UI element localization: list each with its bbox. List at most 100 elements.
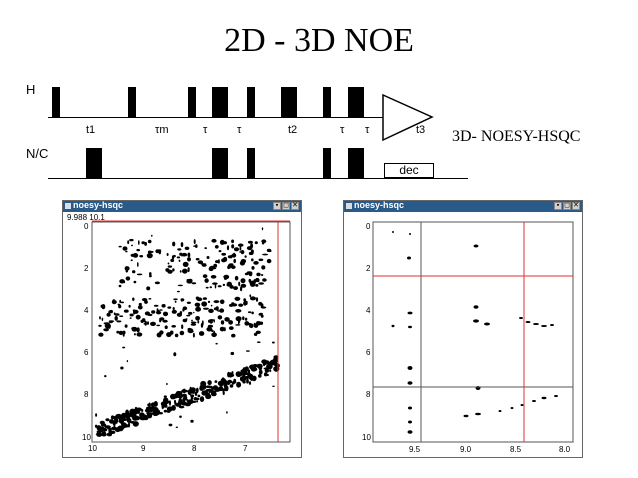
peak (201, 301, 208, 307)
delay-label: τm (155, 124, 169, 136)
peak (99, 316, 101, 320)
peak (224, 317, 230, 322)
maximize-icon[interactable]: ◻ (282, 202, 290, 210)
peak (231, 239, 235, 244)
y-tick-label: 8 (366, 390, 371, 399)
maximize-icon[interactable]: ◻ (563, 202, 571, 210)
peak (228, 263, 233, 268)
peak (256, 272, 261, 277)
peak (187, 399, 194, 405)
close-icon[interactable]: ✕ (291, 202, 299, 210)
minimize-icon[interactable]: ▪ (273, 202, 281, 210)
x-tick-label: 8.5 (510, 445, 522, 454)
peak (172, 307, 175, 310)
peak (161, 403, 165, 410)
peak (197, 305, 200, 310)
peak (229, 285, 234, 289)
window-titlebar[interactable]: noesy-hsqc ▪ ◻ ✕ (63, 200, 301, 212)
window-menu-icon[interactable] (346, 203, 352, 209)
peak (168, 423, 173, 427)
peak (150, 402, 156, 408)
peak (407, 311, 413, 315)
peak (231, 253, 237, 258)
peak (179, 252, 183, 256)
peak (231, 244, 235, 249)
peak (251, 266, 255, 270)
peak (197, 394, 201, 398)
peak (212, 267, 217, 270)
peak (101, 427, 108, 432)
peak (251, 311, 254, 315)
peak (181, 254, 183, 257)
peak (253, 279, 257, 284)
peak (98, 324, 102, 327)
peak (231, 302, 235, 305)
peak (525, 321, 531, 323)
peak (167, 265, 173, 268)
peak (195, 316, 201, 321)
peak (222, 391, 225, 395)
peak (249, 366, 256, 370)
delay-label: τ (203, 124, 208, 136)
h-pulse (348, 87, 364, 117)
peak (244, 255, 247, 258)
peak (148, 402, 151, 408)
peak (202, 274, 208, 278)
peak (121, 412, 127, 418)
peak (204, 247, 207, 250)
peak (151, 234, 153, 237)
peak (129, 238, 134, 242)
peak (125, 409, 129, 416)
peak (129, 421, 136, 424)
window-menu-icon[interactable] (65, 203, 71, 209)
peak (136, 332, 143, 337)
peak (123, 309, 129, 313)
peak (207, 380, 212, 386)
peak (263, 372, 268, 377)
peak (214, 387, 221, 392)
peak (266, 248, 272, 252)
peak (550, 324, 554, 326)
close-icon[interactable]: ✕ (572, 202, 580, 210)
right-plot-frame (372, 221, 574, 443)
peak (172, 268, 175, 272)
peak (214, 245, 219, 249)
peak (173, 352, 177, 357)
peak (219, 308, 225, 313)
delay-label: τ (237, 124, 242, 136)
peak (407, 256, 411, 260)
peak (191, 319, 193, 322)
y-tick-label: 4 (84, 306, 89, 315)
peak (106, 432, 113, 437)
peak (197, 320, 200, 324)
peak (223, 327, 226, 332)
window-titlebar[interactable]: noesy-hsqc ▪ ◻ ✕ (344, 200, 582, 212)
peak (112, 299, 116, 305)
peak (408, 325, 412, 329)
peak (104, 425, 111, 429)
minimize-icon[interactable]: ▪ (554, 202, 562, 210)
peak (193, 245, 196, 248)
peak (194, 391, 198, 396)
peak (235, 316, 242, 322)
peak (176, 290, 180, 293)
h-pulse (128, 87, 136, 117)
peak (175, 426, 178, 429)
experiment-label: 3D- NOESY-HSQC (452, 128, 581, 145)
peak (167, 269, 173, 274)
peak (248, 251, 254, 256)
peak (137, 262, 139, 267)
h-pulse (247, 87, 255, 117)
spectrum-window-right[interactable]: noesy-hsqc ▪ ◻ ✕ (343, 200, 583, 458)
peak (475, 412, 481, 416)
peak (205, 385, 211, 389)
peak (214, 380, 218, 383)
peak (190, 419, 194, 423)
peak (273, 355, 276, 360)
peak (138, 240, 140, 245)
peak (147, 239, 152, 244)
peak (187, 267, 190, 273)
peak (130, 253, 135, 257)
peak (255, 330, 261, 334)
